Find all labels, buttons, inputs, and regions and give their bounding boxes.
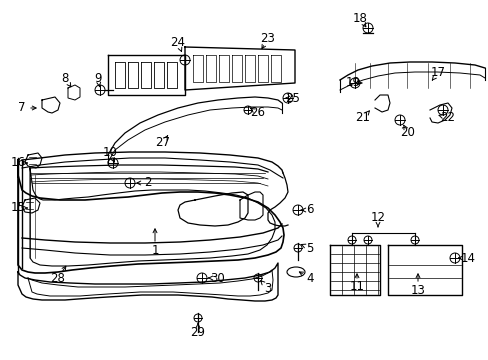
Text: 2: 2 — [144, 176, 151, 189]
Text: 24: 24 — [170, 36, 185, 49]
Text: 7: 7 — [18, 102, 26, 114]
Text: 19: 19 — [345, 77, 360, 90]
Text: 6: 6 — [305, 203, 313, 216]
Text: 14: 14 — [460, 252, 474, 265]
Text: 3: 3 — [264, 282, 271, 294]
Text: 20: 20 — [400, 126, 415, 139]
Text: 4: 4 — [305, 271, 313, 284]
Text: 12: 12 — [370, 211, 385, 225]
Text: 18: 18 — [352, 12, 366, 24]
Text: 27: 27 — [155, 136, 170, 149]
Text: 17: 17 — [429, 67, 445, 80]
Text: 15: 15 — [11, 202, 25, 215]
Text: 28: 28 — [50, 271, 65, 284]
Text: 10: 10 — [102, 147, 117, 159]
Text: 11: 11 — [349, 280, 364, 293]
Text: 13: 13 — [410, 284, 425, 297]
Text: 29: 29 — [190, 327, 205, 339]
Text: 21: 21 — [355, 112, 370, 125]
Text: 30: 30 — [210, 271, 225, 284]
Text: 16: 16 — [10, 157, 25, 170]
Text: 1: 1 — [151, 243, 159, 256]
Text: 9: 9 — [94, 72, 102, 85]
Text: 8: 8 — [61, 72, 68, 85]
Text: 5: 5 — [305, 242, 313, 255]
Text: 25: 25 — [285, 91, 300, 104]
Text: 26: 26 — [250, 107, 265, 120]
Text: 23: 23 — [260, 31, 275, 45]
Text: 22: 22 — [440, 112, 454, 125]
